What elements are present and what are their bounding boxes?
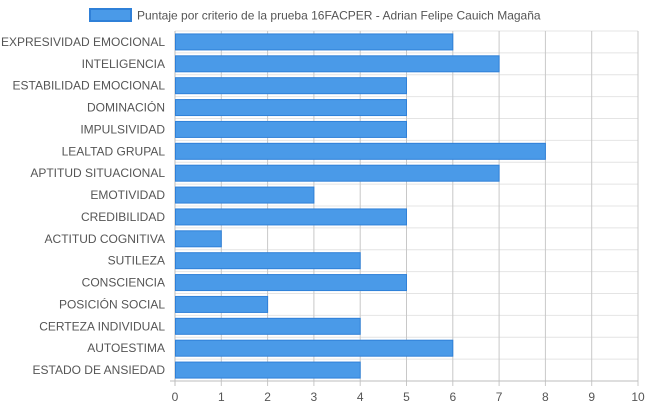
x-tick-label: 2 <box>264 390 271 404</box>
bars <box>175 33 546 379</box>
bar[interactable] <box>175 339 454 357</box>
bar[interactable] <box>175 142 546 160</box>
bar[interactable] <box>175 230 222 248</box>
legend[interactable]: Puntaje por criterio de la prueba 16FACP… <box>89 8 541 23</box>
bar[interactable] <box>175 186 315 204</box>
x-tick-label: 10 <box>631 390 645 404</box>
bar[interactable] <box>175 361 361 379</box>
category-label: IMPULSIVIDAD <box>80 122 165 136</box>
bar[interactable] <box>175 317 361 335</box>
bar[interactable] <box>175 99 407 117</box>
x-tick-label: 8 <box>542 390 549 404</box>
bar[interactable] <box>175 252 361 270</box>
x-tick-label: 9 <box>588 390 595 404</box>
category-label: LEALTAD GRUPAL <box>62 144 166 158</box>
category-label: APTITUD SITUACIONAL <box>30 166 165 180</box>
category-labels: EXPRESIVIDAD EMOCIONAL INTELIGENCIA ESTABI… <box>1 35 165 377</box>
x-tick-label: 3 <box>311 390 318 404</box>
bar[interactable] <box>175 208 407 226</box>
category-label: INTELIGENCIA <box>82 57 165 71</box>
category-label: EXPRESIVIDAD EMOCIONAL <box>1 35 165 49</box>
bar[interactable] <box>175 77 407 95</box>
category-label: ESTADO DE ANSIEDAD <box>33 363 166 377</box>
x-tick-labels: 0 1 2 3 4 5 6 7 8 9 10 <box>172 390 645 404</box>
category-label: CONSCIENCIA <box>82 276 165 290</box>
legend-swatch <box>89 8 132 22</box>
x-tick-label: 4 <box>357 390 364 404</box>
x-tick-label: 6 <box>449 390 456 404</box>
category-label: SUTILEZA <box>108 254 165 268</box>
x-tick-label: 0 <box>172 390 179 404</box>
bar[interactable] <box>175 55 500 73</box>
x-tick-label: 1 <box>218 390 225 404</box>
category-label: CREDIBILIDAD <box>81 210 165 224</box>
bar[interactable] <box>175 274 407 292</box>
category-label: CERTEZA INDIVIDUAL <box>39 319 165 333</box>
category-label: ESTABILIDAD EMOCIONAL <box>13 79 166 93</box>
bar[interactable] <box>175 295 269 313</box>
bar[interactable] <box>175 120 407 138</box>
category-label: ACTITUD COGNITIVA <box>45 232 165 246</box>
category-label: EMOTIVIDAD <box>90 188 165 202</box>
bar[interactable] <box>175 164 500 182</box>
category-label: DOMINACIÓN <box>87 100 165 115</box>
bar[interactable] <box>175 33 454 51</box>
legend-label: Puntaje por criterio de la prueba 16FACP… <box>137 9 541 23</box>
category-label: AUTOESTIMA <box>87 341 165 355</box>
category-label: POSICIÓN SOCIAL <box>59 296 165 311</box>
x-tick-label: 5 <box>403 390 410 404</box>
x-tick-label: 7 <box>496 390 503 404</box>
